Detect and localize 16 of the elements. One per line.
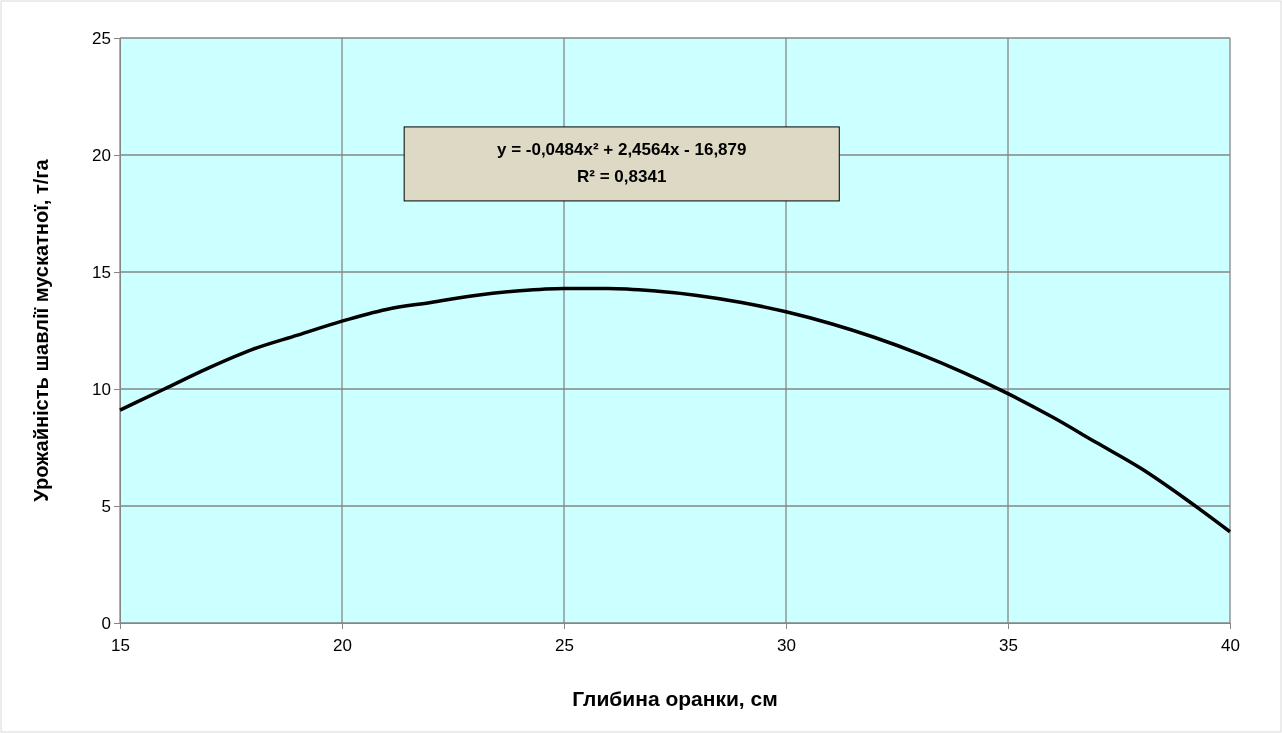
y-axis-title: Урожайність шавлії мускатної, т/га bbox=[30, 158, 52, 502]
x-tick-label: 25 bbox=[555, 635, 574, 655]
x-tick-label: 20 bbox=[333, 635, 352, 655]
y-tick-label: 0 bbox=[101, 613, 111, 633]
annotation: y = -0,0484x² + 2,4564x - 16,879 bbox=[496, 139, 747, 159]
text-box: y = -0,0484x² + 2,4564x - 16,879 R² = 0,8341 bbox=[403, 126, 840, 202]
y-tick-label: 15 bbox=[92, 262, 111, 282]
y-tick-label: 25 bbox=[92, 28, 111, 48]
x-axis-title: Глибина оранки, см bbox=[572, 687, 778, 710]
x-tick-label: 35 bbox=[999, 635, 1018, 655]
y-tick-label: 20 bbox=[92, 145, 111, 165]
x-tick-label: 30 bbox=[777, 635, 796, 655]
x-tick-label: 40 bbox=[1221, 635, 1240, 655]
annotation: R² = 0,8341 bbox=[577, 166, 667, 186]
y-tick-label: 10 bbox=[92, 379, 111, 399]
y-tick-label: 5 bbox=[101, 496, 111, 516]
